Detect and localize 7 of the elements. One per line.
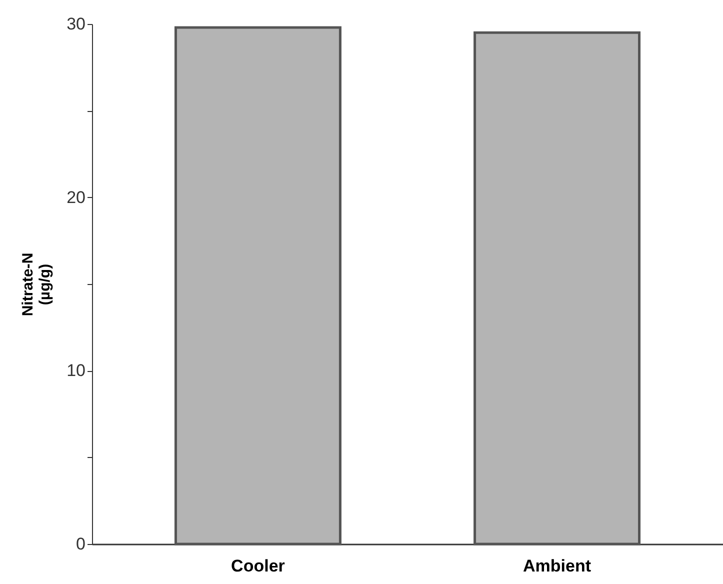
y-tick-label: 20 [66,188,86,207]
y-axis-title: Nitrate-N (µg/g) [20,252,54,316]
y-tick-label: 10 [66,361,86,380]
y-tick-label: 0 [76,534,86,554]
y-tick-label: 30 [66,14,86,34]
x-tick-label: Cooler [231,556,286,576]
x-tick-label: Ambient [523,556,592,576]
